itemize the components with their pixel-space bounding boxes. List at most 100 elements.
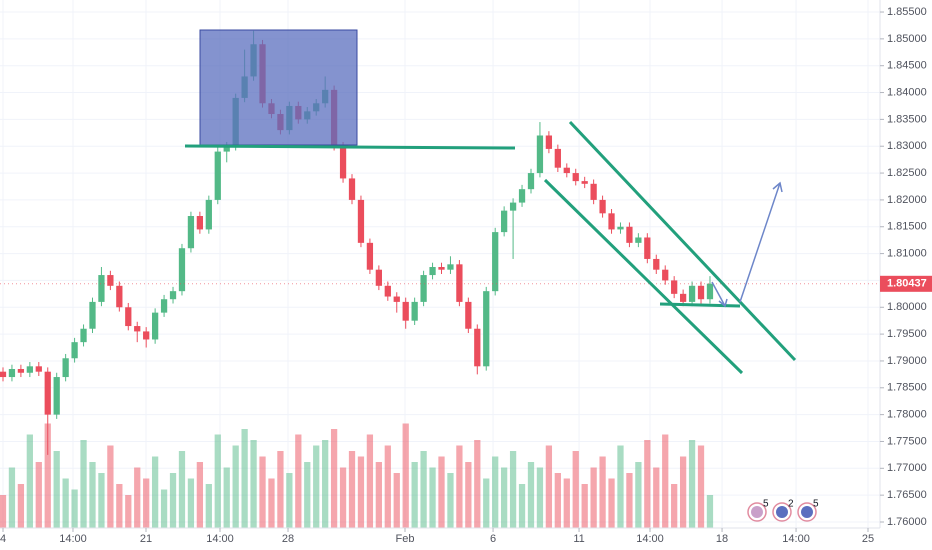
volume-bar: [653, 467, 660, 528]
volume-bar: [644, 440, 651, 528]
candle-body: [17, 368, 25, 373]
candle-body: [563, 167, 570, 174]
candle-body: [205, 199, 212, 230]
channel-lower: [543, 178, 744, 375]
y-tick-label: 1.81000: [887, 247, 927, 259]
x-tick-label: 14:00: [59, 533, 87, 545]
candle-body: [518, 189, 526, 203]
candle-body: [89, 301, 96, 329]
volume-bar: [160, 489, 168, 528]
volume-bar: [71, 489, 78, 528]
volume-bar: [116, 484, 123, 528]
volume-bar: [679, 456, 687, 528]
candle-body: [653, 258, 660, 270]
candle-body: [527, 173, 535, 190]
candle-body: [688, 285, 696, 302]
y-tick-label: 1.78500: [887, 382, 927, 394]
volume-bar: [492, 456, 499, 528]
candle-body: [98, 275, 105, 302]
candle-body: [53, 377, 60, 415]
candle-body: [71, 342, 78, 359]
candle-body: [134, 326, 141, 332]
last-price-tag: [880, 275, 932, 292]
volume-bar: [322, 440, 329, 528]
y-tick-label: 1.79500: [887, 328, 927, 340]
y-tick-label: 1.82000: [887, 194, 927, 206]
volume-bar: [375, 462, 382, 528]
candle-body: [80, 328, 87, 343]
volume-bar: [518, 484, 526, 528]
volume-bar: [268, 478, 275, 528]
candle-body: [0, 371, 7, 378]
arrow-head: [772, 181, 783, 193]
candle-body: [214, 151, 221, 200]
volume-bar: [277, 451, 284, 528]
arrow-up: [739, 182, 781, 303]
volume-bar: [241, 429, 248, 528]
arrow-down: [711, 281, 726, 307]
volume-bar: [259, 456, 266, 528]
volume-bar: [286, 473, 293, 528]
volume-bar: [187, 478, 195, 528]
candle-body: [626, 226, 633, 243]
y-tick-label: 1.85500: [887, 6, 927, 18]
x-tick-label: 14:00: [782, 533, 810, 545]
candle-body: [590, 183, 597, 200]
y-tick-label: 1.84000: [887, 86, 927, 98]
candle-body: [509, 202, 517, 211]
volume-bar: [662, 434, 669, 528]
volume-bar: [617, 445, 624, 528]
volume-bar: [536, 467, 544, 528]
event-flag: [776, 506, 788, 518]
candle-body: [545, 135, 553, 149]
volume-bar: [384, 445, 391, 528]
candle-body: [492, 232, 499, 292]
candle-body: [456, 264, 463, 302]
volume-bar: [608, 478, 615, 528]
volume-bar: [134, 467, 141, 528]
range-box: [199, 29, 358, 146]
y-tick-label: 1.76000: [887, 516, 927, 528]
volume-bar: [304, 462, 311, 528]
y-tick-label: 1.84500: [887, 60, 927, 72]
y-tick-label: 1.80000: [887, 301, 927, 313]
candle-body: [438, 267, 445, 270]
volume-bar: [357, 456, 365, 528]
last-price-label: 1.80437: [887, 278, 927, 290]
volume-bar: [456, 445, 463, 528]
x-tick-label: 21: [140, 533, 152, 545]
axes: 1.76000 1.76500 1.77000 1.77500 1.78000 1.785…: [0, 6, 932, 545]
y-tick-label: 1.76500: [887, 489, 927, 501]
volume-bar: [250, 440, 257, 528]
candle-body: [671, 280, 678, 294]
event-flag: [751, 506, 763, 518]
y-tick-label: 1.78000: [887, 409, 927, 421]
volume-bar: [697, 445, 705, 528]
volume-bar: [501, 467, 508, 528]
candle-body: [143, 331, 150, 340]
volume-bar: [447, 473, 454, 528]
volume-bar: [8, 467, 16, 528]
volume-bar: [0, 495, 7, 528]
candle-body: [393, 296, 400, 302]
candle-body: [706, 283, 714, 300]
volume-bar: [339, 467, 347, 528]
x-tick-label: 6: [490, 533, 496, 545]
volume-bar: [107, 445, 114, 528]
volume-bar: [35, 462, 42, 528]
x-tick-label: Feb: [396, 533, 415, 545]
volume-bar: [465, 462, 472, 528]
candle-body: [697, 285, 705, 300]
volume-bar: [143, 478, 150, 528]
candle-body: [35, 366, 42, 372]
volume-bar: [599, 456, 606, 528]
x-tick-label: 14:00: [636, 533, 664, 545]
y-tick-label: 1.77500: [887, 435, 927, 447]
candle-body: [679, 293, 687, 302]
candle-body: [474, 328, 481, 367]
volume-bar: [348, 451, 356, 528]
volume-bar: [62, 478, 69, 528]
candle-body: [348, 178, 356, 200]
volume-bar: [205, 484, 212, 528]
